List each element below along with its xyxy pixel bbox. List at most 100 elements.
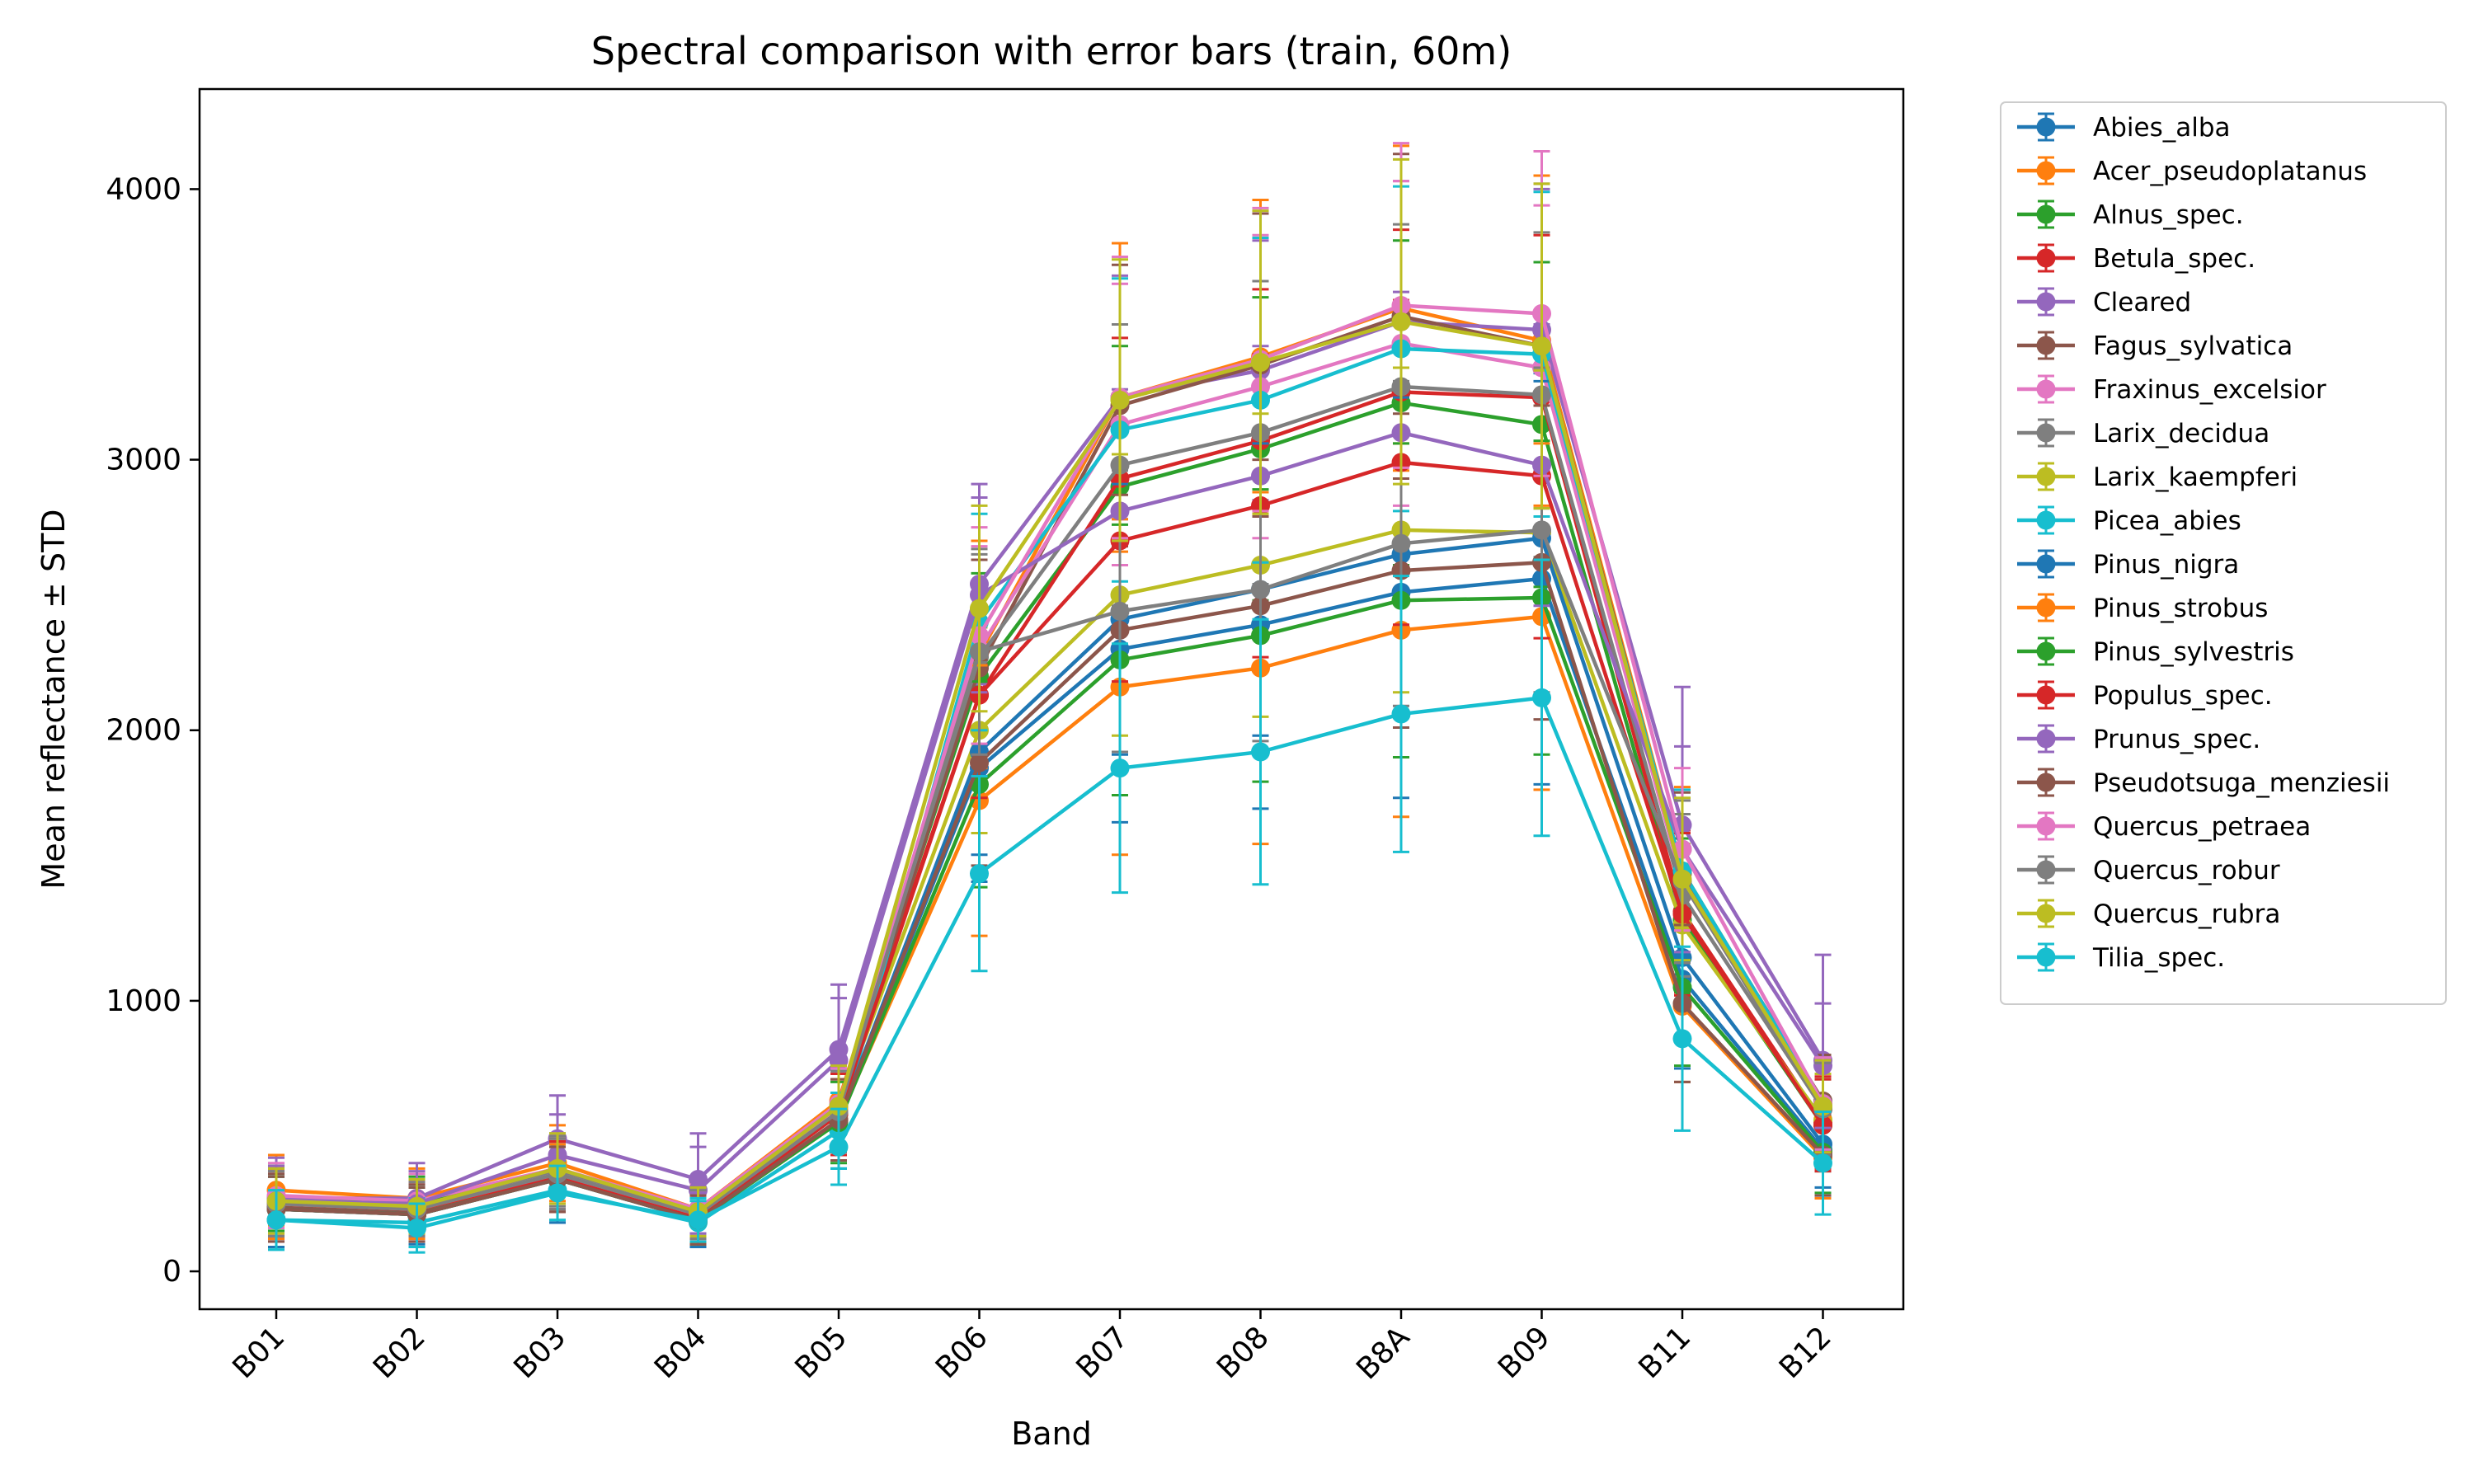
series-Quercus_robur: [266, 366, 1832, 1241]
legend-label: Pinus_sylvestris: [2093, 637, 2294, 667]
legend-item: Betula_spec.: [2017, 243, 2255, 274]
series-line: [275, 561, 1825, 1222]
data-point: [1813, 1153, 1832, 1173]
series-line: [275, 384, 1825, 1214]
legend-label: Pseudotsuga_menziesii: [2093, 768, 2390, 798]
series-line: [275, 341, 1825, 1211]
legend-item: Abies_alba: [2017, 112, 2231, 143]
x-tick-label: B08: [1211, 1320, 1276, 1385]
legend-item: Pinus_strobus: [2017, 593, 2268, 623]
x-tick-label: B05: [789, 1320, 854, 1385]
data-point: [1110, 390, 1130, 410]
x-tick-label: B07: [1070, 1320, 1136, 1385]
legend-item: Pinus_sylvestris: [2017, 636, 2294, 667]
legend-item: Acer_pseudoplatanus: [2017, 156, 2367, 186]
data-point: [1251, 742, 1270, 762]
legend-label: Abies_alba: [2093, 113, 2231, 143]
series-Picea_abies: [266, 185, 1832, 1252]
series-line: [275, 528, 1825, 1217]
legend-label: Pinus_nigra: [2093, 550, 2239, 580]
series-Pinus_nigra: [266, 379, 1832, 1246]
series-Tilia_spec.: [266, 558, 1832, 1254]
chart-title: Spectral comparison with error bars (tra…: [591, 29, 1512, 73]
data-point: [1532, 688, 1551, 707]
series-Prunus_spec.: [266, 290, 1832, 1237]
x-tick-label: B8A: [1350, 1320, 1416, 1386]
legend-label: Tilia_spec.: [2092, 943, 2225, 973]
x-tick-label: B04: [648, 1320, 713, 1385]
legend-item: Picea_abies: [2017, 505, 2241, 536]
legend-label: Pinus_strobus: [2093, 594, 2268, 623]
legend-label: Fagus_sylvatica: [2093, 331, 2293, 361]
series-line: [275, 303, 1825, 1217]
series-Quercus_rubra: [266, 157, 1832, 1237]
legend-box: [2000, 101, 2447, 1005]
x-axis: B01 B02 B03 B04 B05 B06 B07 B08 B8A B09 B11 B12: [227, 1309, 1838, 1386]
legend-item: Larix_kaempferi: [2017, 462, 2298, 492]
legend-label: Fraxinus_excelsior: [2093, 375, 2326, 405]
legend-item: Quercus_rubra: [2017, 899, 2280, 929]
data-point: [1672, 869, 1692, 889]
data-point: [1391, 312, 1411, 331]
legend-item: Fagus_sylvatica: [2017, 331, 2293, 361]
legend-label: Quercus_rubra: [2093, 899, 2280, 929]
data-point: [1251, 352, 1270, 372]
legend-item: Quercus_robur: [2017, 855, 2280, 885]
y-axis: 0 1000 2000 3000 4000: [106, 172, 200, 1289]
data-point: [970, 599, 989, 618]
legend-label: Picea_abies: [2093, 506, 2241, 536]
y-tick-label: 1000: [106, 984, 181, 1018]
legend-item: Tilia_spec.: [2017, 942, 2225, 973]
axes-frame: [198, 87, 1905, 1311]
legend-label: Quercus_petraea: [2093, 812, 2311, 842]
series-Larix_decidua: [266, 223, 1832, 1237]
x-tick-label: B02: [367, 1320, 432, 1385]
data-point: [1391, 533, 1411, 553]
series-line: [275, 536, 1825, 1222]
data-point: [548, 1183, 567, 1203]
legend-item: Cleared: [2017, 287, 2191, 317]
legend-label: Populus_spec.: [2093, 681, 2273, 711]
series-line: [275, 696, 1824, 1230]
legend-item: Larix_decidua: [2017, 418, 2269, 448]
series-line: [275, 595, 1825, 1222]
data-point: [689, 1210, 708, 1230]
series-line: [276, 319, 1825, 1200]
legend-item: Fraxinus_excelsior: [2017, 374, 2326, 405]
data-point: [970, 864, 989, 884]
legend-label: Larix_kaempferi: [2093, 463, 2298, 492]
legend-item: Prunus_spec.: [2017, 724, 2260, 754]
series-line: [275, 314, 1825, 1219]
data-point: [1532, 520, 1551, 540]
legend-item: Pinus_nigra: [2017, 549, 2239, 580]
legend-item: Alnus_spec.: [2017, 200, 2244, 230]
x-tick-label: B01: [227, 1320, 292, 1385]
data-point: [829, 1097, 849, 1116]
legend-label: Cleared: [2093, 288, 2191, 317]
x-tick-label: B12: [1773, 1320, 1838, 1385]
legend-label: Larix_decidua: [2093, 419, 2269, 448]
data-point: [1672, 1029, 1692, 1049]
data-point: [1251, 580, 1270, 599]
data-point: [1391, 704, 1411, 724]
data-point: [266, 1210, 286, 1230]
y-axis-label: Mean reflectance ± STD: [35, 509, 72, 889]
data-point: [829, 1137, 849, 1157]
x-tick-label: B11: [1633, 1320, 1698, 1385]
plot-area: [266, 142, 1832, 1254]
x-axis-label: Band: [1011, 1416, 1092, 1452]
y-tick-label: 4000: [106, 172, 181, 206]
data-point: [407, 1219, 426, 1238]
series-line: [275, 319, 1825, 1214]
legend: Abies_alba Acer_pseudoplatanus Alnus_spec.…: [2000, 101, 2447, 1005]
legend-label: Alnus_spec.: [2093, 200, 2244, 230]
legend-item: Quercus_petraea: [2017, 811, 2311, 842]
legend-label: Quercus_robur: [2093, 856, 2280, 885]
data-point: [970, 753, 989, 773]
legend-label: Betula_spec.: [2093, 244, 2255, 274]
y-tick-label: 3000: [106, 444, 181, 477]
legend-item: Pseudotsuga_menziesii: [2017, 768, 2390, 798]
series-line: [275, 430, 1825, 1206]
legend-label: Acer_pseudoplatanus: [2093, 157, 2367, 186]
